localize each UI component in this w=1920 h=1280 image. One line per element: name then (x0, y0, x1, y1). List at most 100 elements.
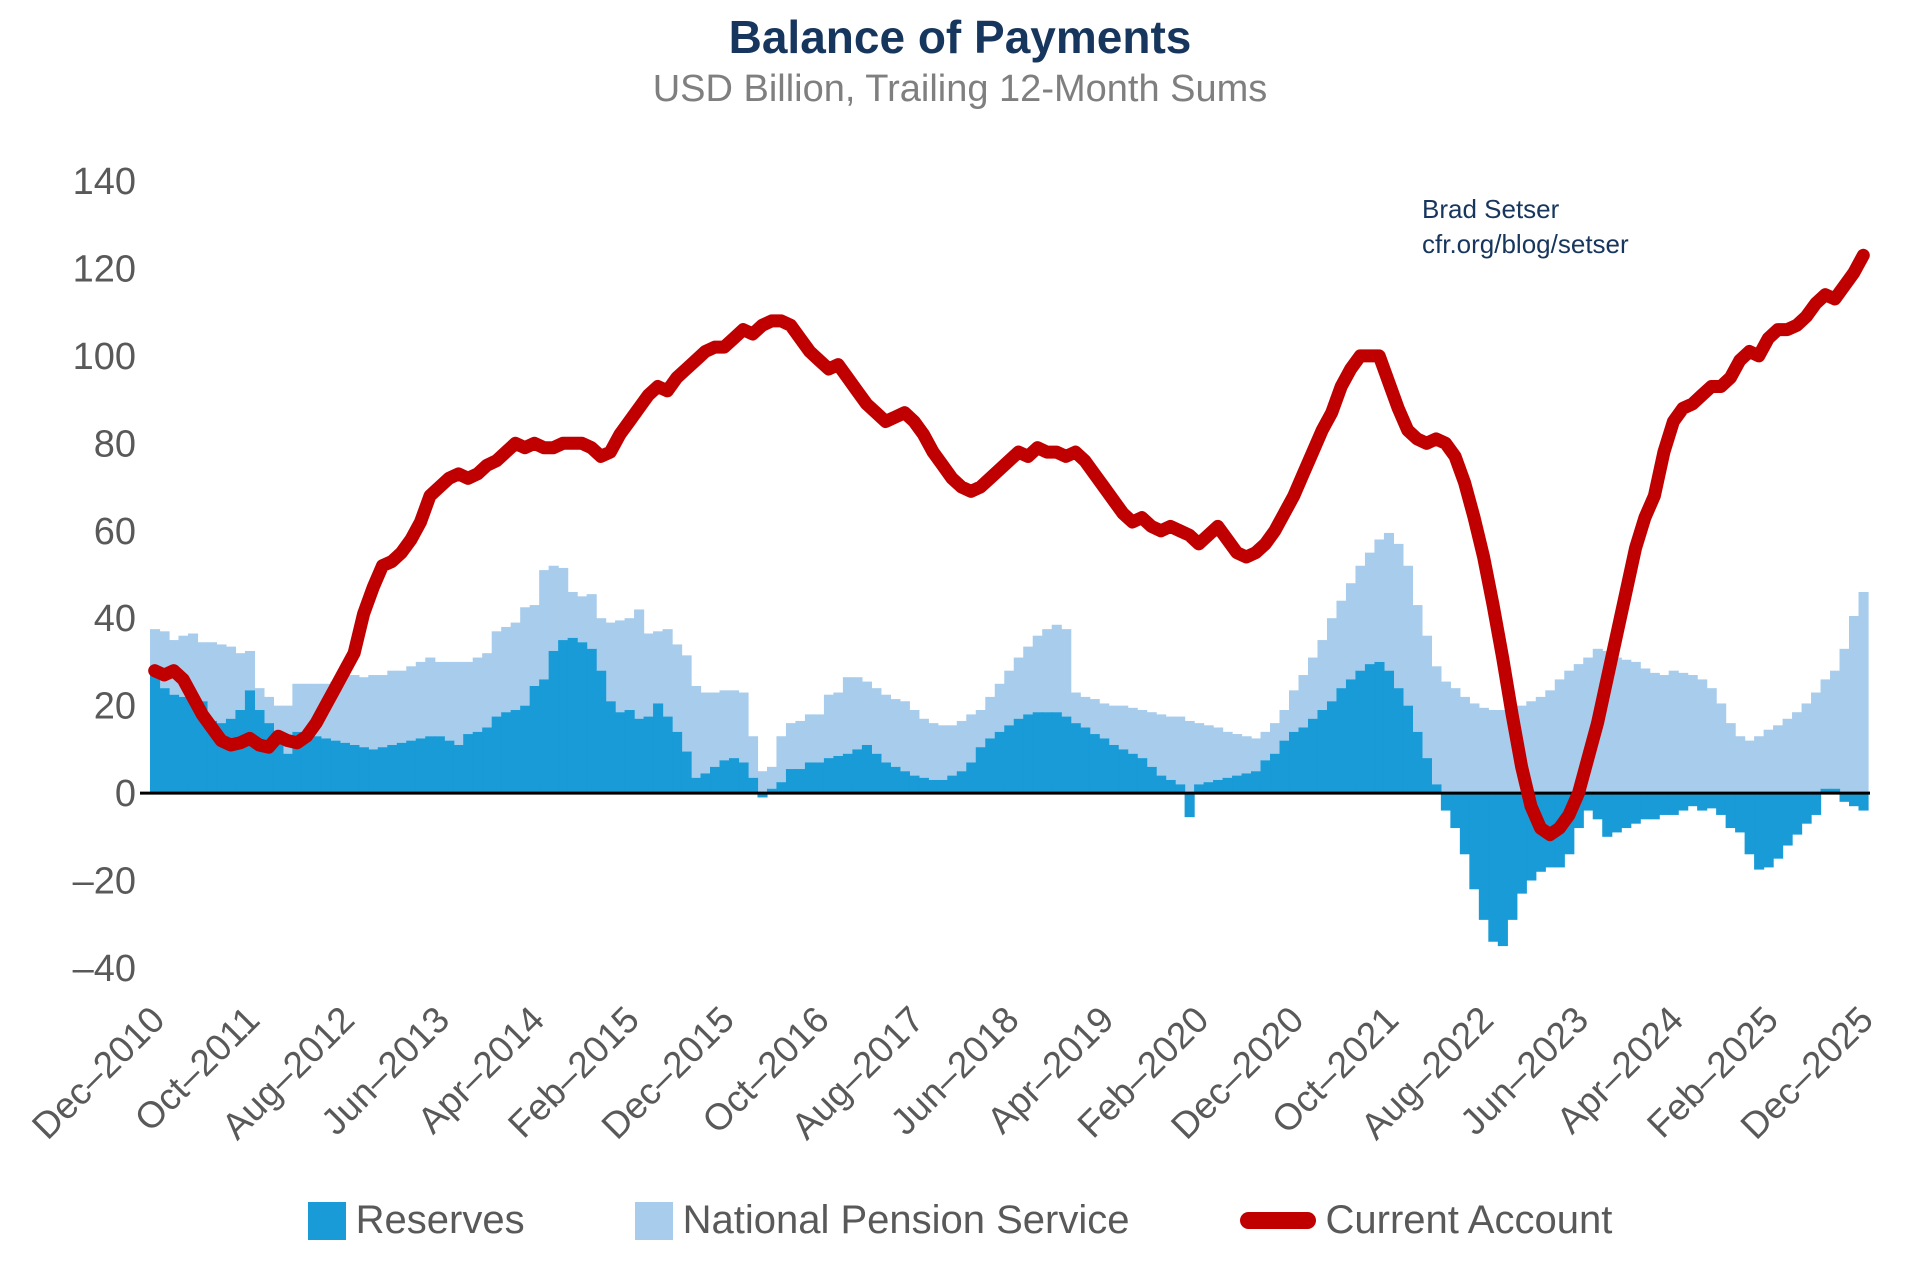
reserves-bar (1402, 705, 1413, 794)
reserves-bar (235, 710, 246, 794)
nps-bar (1213, 727, 1224, 780)
reserves-bar (415, 738, 426, 794)
reserves-bar (1811, 793, 1822, 815)
reserves-bar (994, 731, 1005, 794)
reserves-bar (1478, 793, 1489, 920)
nps-bar (842, 677, 853, 754)
nps-bar (861, 681, 872, 745)
nps-bar (1023, 646, 1034, 715)
reserves-swatch-icon (307, 1201, 346, 1240)
reserves-bar (558, 640, 569, 794)
author-url: cfr.org/blog/setser (1422, 229, 1629, 260)
reserves-bar (311, 736, 322, 794)
reserves-bar (653, 703, 664, 794)
y-axis-tick-label: 100 (73, 336, 136, 378)
nps-bar (1222, 731, 1233, 778)
reserves-bar (1440, 793, 1451, 811)
nps-bar (425, 657, 436, 737)
reserves-bar (842, 753, 853, 794)
author-annotation: Brad Setser cfr.org/blog/setser (1422, 192, 1629, 262)
reserves-bar (795, 769, 806, 794)
nps-bar (728, 690, 740, 759)
reserves-bar (1355, 670, 1366, 794)
nps-bar (577, 596, 588, 643)
reserves-bar (823, 758, 835, 794)
reserves-bar (1744, 793, 1755, 855)
reserves-bar (358, 747, 369, 794)
nps-bar (1355, 565, 1366, 671)
reserves-bar (1080, 727, 1091, 794)
nps-bar (1279, 710, 1290, 741)
reserves-bar (1023, 714, 1034, 794)
nps-bar (1526, 701, 1537, 794)
reserves-bar (1621, 793, 1632, 829)
reserves-bar (1421, 758, 1432, 794)
reserves-bar (1592, 793, 1603, 820)
legend-label-reserves: Reserves (355, 1198, 525, 1242)
reserves-bar (548, 650, 559, 794)
nps-bar (1782, 718, 1793, 794)
nps-bar (387, 670, 398, 745)
nps-bar (1241, 736, 1252, 774)
reserves-bar (1820, 788, 1831, 794)
reserves-bar (1640, 793, 1651, 820)
nps-bar (1554, 679, 1565, 794)
reserves-bar (1260, 760, 1271, 794)
reserves-bar (330, 740, 341, 794)
nps-bar (415, 661, 426, 739)
nps-bar (1497, 710, 1508, 794)
reserves-bar (1763, 793, 1774, 868)
nps-bar (406, 666, 417, 741)
nps-bar (206, 642, 218, 721)
nps-bar (1118, 705, 1129, 750)
reserves-bar (1773, 793, 1784, 859)
reserves-bar (937, 779, 948, 794)
reserves-bar (1336, 688, 1347, 794)
nps-bar (909, 710, 920, 776)
nps-bar (738, 692, 749, 763)
nps-bar (1830, 670, 1841, 789)
reserves-bar (871, 753, 882, 794)
nps-bar (472, 657, 483, 732)
reserves-bar (1118, 749, 1129, 794)
nps-bar (1706, 688, 1717, 794)
reserves-bar (814, 762, 825, 794)
nps-bar (1298, 675, 1309, 728)
nps-bar (1440, 681, 1451, 794)
reserves-bar (1725, 793, 1736, 829)
reserves-bar (1241, 773, 1252, 794)
reserves-bar (1573, 793, 1584, 829)
nps-bar (368, 675, 379, 750)
reserves-bar (1013, 718, 1024, 794)
nps-bar (1383, 532, 1395, 671)
nps-bar (1184, 720, 1195, 794)
reserves-bar (282, 753, 293, 794)
reserves-bar (1516, 793, 1527, 894)
nps-bar (1345, 583, 1357, 680)
reserves-bar (1469, 793, 1480, 890)
reserves-bar (263, 723, 274, 794)
nps-bar (1792, 712, 1803, 794)
nps-bar (833, 692, 844, 756)
nps-bar (1773, 725, 1784, 794)
reserves-bar (1849, 793, 1860, 807)
reserves-bar (1289, 731, 1300, 794)
nps-bar (254, 688, 265, 711)
reserves-bar (1089, 734, 1100, 794)
nps-bar (757, 771, 768, 794)
reserves-bar (349, 744, 360, 794)
reserves-bar (1526, 793, 1537, 881)
reserves-bar (1279, 740, 1290, 794)
reserves-bar (1194, 784, 1205, 794)
nps-bar (776, 736, 787, 783)
nps-bar (681, 655, 692, 752)
reserves-bar (1488, 793, 1499, 942)
nps-bar (1545, 690, 1556, 794)
nps-bar (1811, 692, 1822, 794)
reserves-bar (539, 679, 550, 794)
nps-bar (548, 565, 559, 651)
reserves-bar (710, 766, 721, 794)
nps-bar (1697, 679, 1708, 794)
nps-bar (586, 594, 597, 649)
nps-bar (1108, 705, 1119, 745)
